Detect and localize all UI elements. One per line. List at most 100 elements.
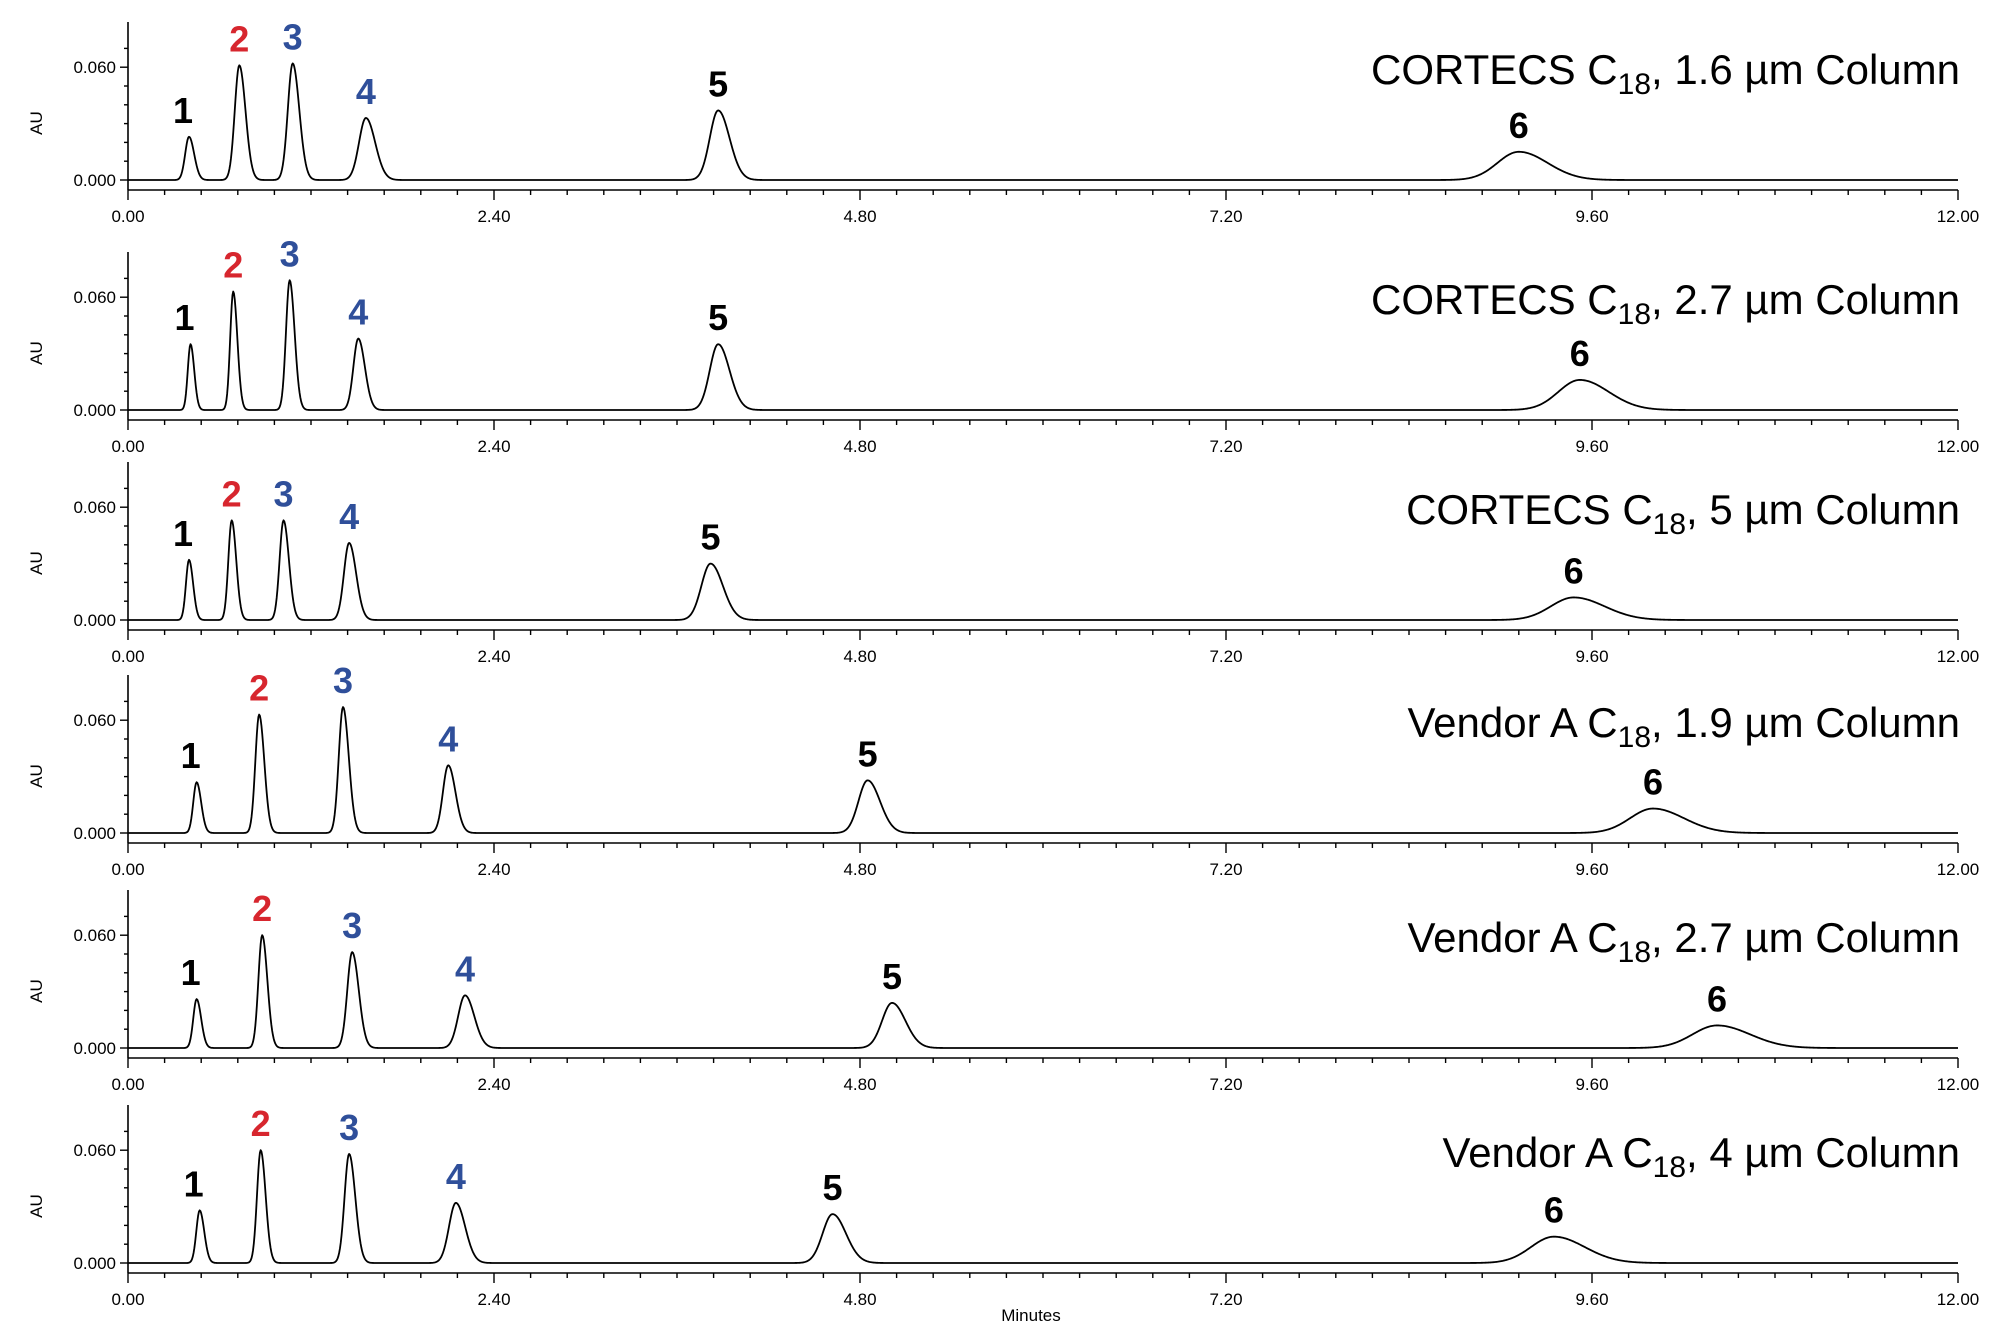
panel-title: Vendor A C18, 1.9 µm Column — [1407, 699, 1960, 754]
x-tick-label: 4.80 — [843, 647, 876, 666]
x-tick-label: 9.60 — [1575, 207, 1608, 226]
x-tick-label: 4.80 — [843, 437, 876, 456]
peak-label: 1 — [173, 513, 193, 554]
peak-label: 3 — [280, 233, 300, 274]
panel-title: Vendor A C18, 4 µm Column — [1443, 1129, 1961, 1184]
peak-label: 2 — [252, 888, 272, 929]
peak-label: 4 — [438, 718, 458, 759]
peak-label: 3 — [342, 905, 362, 946]
peak-label: 6 — [1707, 978, 1727, 1019]
peak-label: 1 — [181, 735, 201, 776]
x-tick-label: 0.00 — [111, 1075, 144, 1094]
y-axis-label: AU — [27, 979, 46, 1003]
x-tick-label: 4.80 — [843, 207, 876, 226]
peak-label: 6 — [1643, 762, 1663, 803]
x-tick-label: 0.00 — [111, 207, 144, 226]
peak-label: 5 — [882, 956, 902, 997]
peak-label: 5 — [701, 517, 721, 558]
y-axis-label: AU — [27, 1194, 46, 1218]
x-tick-label: 0.00 — [111, 860, 144, 879]
y-tick-label: 0.000 — [73, 401, 116, 420]
peak-label: 1 — [184, 1163, 204, 1204]
x-tick-label: 4.80 — [843, 860, 876, 879]
panel-title: Vendor A C18, 2.7 µm Column — [1407, 914, 1960, 969]
x-axis-label: Minutes — [1001, 1306, 1061, 1325]
peak-label: 2 — [223, 245, 243, 286]
peak-label: 6 — [1564, 550, 1584, 591]
chromatogram-panel: 0.000 0.060 AU 0.00 2.40 4.80 7.20 9.60 12.00 1 2 3… — [27, 888, 1979, 1094]
chromatogram-trace — [127, 279, 1959, 411]
peak-label: 2 — [251, 1103, 271, 1144]
y-tick-label: 0.000 — [73, 171, 116, 190]
x-tick-label: 0.00 — [111, 437, 144, 456]
chromatogram-trace — [127, 706, 1959, 834]
peak-label: 6 — [1544, 1190, 1564, 1231]
x-tick-label: 9.60 — [1575, 860, 1608, 879]
peak-label: 3 — [333, 660, 353, 701]
y-tick-label: 0.000 — [73, 1039, 116, 1058]
peak-label: 1 — [173, 90, 193, 131]
y-axis-label: AU — [27, 341, 46, 365]
x-tick-label: 9.60 — [1575, 1075, 1608, 1094]
y-tick-label: 0.060 — [73, 498, 116, 517]
x-tick-label: 0.00 — [111, 647, 144, 666]
y-axis-label: AU — [27, 764, 46, 788]
x-tick-label: 12.00 — [1937, 860, 1980, 879]
peak-label: 5 — [823, 1167, 843, 1208]
peak-label: 4 — [455, 948, 475, 989]
peak-label: 1 — [175, 297, 195, 338]
x-tick-label: 2.40 — [477, 1075, 510, 1094]
x-tick-label: 12.00 — [1937, 1075, 1980, 1094]
peak-label: 6 — [1509, 105, 1529, 146]
peak-label: 1 — [181, 952, 201, 993]
y-tick-label: 0.060 — [73, 288, 116, 307]
x-tick-label: 9.60 — [1575, 437, 1608, 456]
chromatogram-trace — [127, 1149, 1959, 1264]
peak-label: 3 — [339, 1107, 359, 1148]
y-axis-label: AU — [27, 551, 46, 575]
x-tick-label: 0.00 — [111, 1290, 144, 1309]
peak-label: 4 — [356, 71, 376, 112]
panel-title: CORTECS C18, 1.6 µm Column — [1371, 46, 1960, 101]
y-tick-label: 0.000 — [73, 611, 116, 630]
peak-label: 2 — [222, 473, 242, 514]
chromatogram-trace — [127, 934, 1959, 1049]
panel-title: CORTECS C18, 5 µm Column — [1406, 486, 1960, 541]
y-tick-label: 0.060 — [73, 711, 116, 730]
y-tick-label: 0.060 — [73, 1141, 116, 1160]
x-tick-label: 9.60 — [1575, 647, 1608, 666]
peak-label: 5 — [708, 63, 728, 104]
y-axis-label: AU — [27, 111, 46, 135]
peak-label: 2 — [229, 18, 249, 59]
x-tick-label: 4.80 — [843, 1075, 876, 1094]
peak-label: 3 — [274, 473, 294, 514]
peak-label: 4 — [339, 496, 359, 537]
x-tick-label: 12.00 — [1937, 207, 1980, 226]
x-tick-label: 9.60 — [1575, 1290, 1608, 1309]
panel-title: CORTECS C18, 2.7 µm Column — [1371, 276, 1960, 331]
peak-label: 3 — [283, 16, 303, 57]
x-tick-label: 2.40 — [477, 647, 510, 666]
peak-label: 6 — [1570, 333, 1590, 374]
peak-label: 4 — [446, 1156, 466, 1197]
y-tick-label: 0.060 — [73, 58, 116, 77]
x-tick-label: 2.40 — [477, 207, 510, 226]
peak-label: 5 — [858, 733, 878, 774]
y-tick-label: 0.000 — [73, 1254, 116, 1273]
y-tick-label: 0.060 — [73, 926, 116, 945]
x-tick-label: 2.40 — [477, 860, 510, 879]
chromatogram-trace — [127, 519, 1959, 621]
x-tick-label: 7.20 — [1209, 1075, 1242, 1094]
x-tick-label: 12.00 — [1937, 647, 1980, 666]
x-tick-label: 7.20 — [1209, 1290, 1242, 1309]
x-tick-label: 12.00 — [1937, 1290, 1980, 1309]
x-tick-label: 4.80 — [843, 1290, 876, 1309]
y-tick-label: 0.000 — [73, 824, 116, 843]
chromatogram-trace — [127, 62, 1959, 181]
x-tick-label: 7.20 — [1209, 860, 1242, 879]
